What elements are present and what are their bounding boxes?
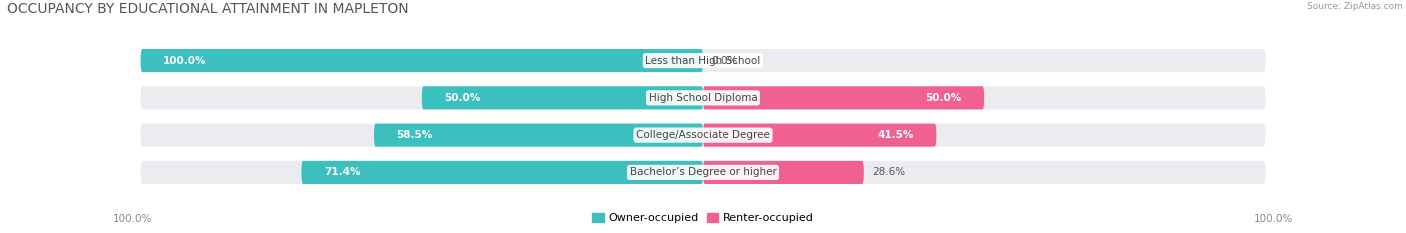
FancyBboxPatch shape xyxy=(301,161,703,184)
FancyBboxPatch shape xyxy=(141,49,703,72)
Text: 41.5%: 41.5% xyxy=(877,130,914,140)
Text: 71.4%: 71.4% xyxy=(323,168,360,177)
FancyBboxPatch shape xyxy=(703,123,936,147)
Text: College/Associate Degree: College/Associate Degree xyxy=(636,130,770,140)
Text: Less than High School: Less than High School xyxy=(645,56,761,65)
FancyBboxPatch shape xyxy=(703,86,984,110)
Text: 100.0%: 100.0% xyxy=(112,214,152,224)
Text: Source: ZipAtlas.com: Source: ZipAtlas.com xyxy=(1308,2,1403,11)
Text: Bachelor’s Degree or higher: Bachelor’s Degree or higher xyxy=(630,168,776,177)
FancyBboxPatch shape xyxy=(141,49,1265,72)
FancyBboxPatch shape xyxy=(141,123,1265,147)
Text: High School Diploma: High School Diploma xyxy=(648,93,758,103)
Legend: Owner-occupied, Renter-occupied: Owner-occupied, Renter-occupied xyxy=(588,208,818,227)
FancyBboxPatch shape xyxy=(374,123,703,147)
FancyBboxPatch shape xyxy=(703,161,863,184)
Text: 100.0%: 100.0% xyxy=(1254,214,1294,224)
FancyBboxPatch shape xyxy=(141,161,1265,184)
FancyBboxPatch shape xyxy=(141,86,1265,110)
Text: 28.6%: 28.6% xyxy=(872,168,905,177)
Text: 50.0%: 50.0% xyxy=(925,93,962,103)
Text: 0.0%: 0.0% xyxy=(711,56,738,65)
Text: 58.5%: 58.5% xyxy=(396,130,433,140)
Text: 50.0%: 50.0% xyxy=(444,93,481,103)
FancyBboxPatch shape xyxy=(422,86,703,110)
Text: OCCUPANCY BY EDUCATIONAL ATTAINMENT IN MAPLETON: OCCUPANCY BY EDUCATIONAL ATTAINMENT IN M… xyxy=(7,2,409,16)
Text: 100.0%: 100.0% xyxy=(163,56,207,65)
